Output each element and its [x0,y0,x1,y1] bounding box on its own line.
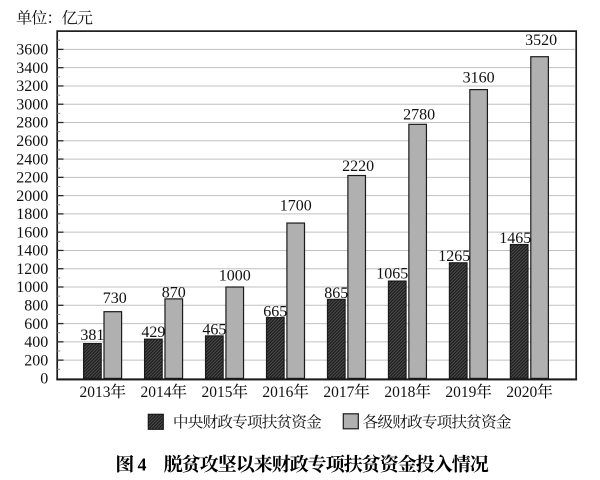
svg-text:2017: 2017 [323,384,354,401]
svg-text:2013: 2013 [80,384,111,401]
svg-text:665: 665 [263,303,287,320]
svg-text:1700: 1700 [280,198,312,215]
svg-text:2016: 2016 [262,384,293,401]
svg-text:2015: 2015 [201,384,232,401]
svg-text:3000: 3000 [16,96,48,113]
svg-text:2014: 2014 [140,384,171,401]
svg-text:2200: 2200 [16,170,48,187]
svg-text:2220: 2220 [342,158,374,175]
svg-text:730: 730 [103,290,127,307]
svg-text:3400: 3400 [16,60,48,77]
svg-text:429: 429 [141,324,165,341]
svg-text:2780: 2780 [403,106,435,123]
svg-text:1200: 1200 [16,261,48,278]
svg-text:400: 400 [24,334,48,351]
svg-text:865: 865 [324,285,348,302]
svg-text:3520: 3520 [525,32,557,49]
svg-text:1800: 1800 [16,206,48,223]
svg-text:800: 800 [24,297,48,314]
svg-text:200: 200 [24,352,48,369]
svg-text:1400: 1400 [16,243,48,260]
svg-text:2020: 2020 [506,384,537,401]
svg-text:1000: 1000 [16,279,48,296]
svg-text:2400: 2400 [16,151,48,168]
svg-text:465: 465 [202,322,226,339]
svg-text:600: 600 [24,316,48,333]
svg-text:3160: 3160 [463,70,495,87]
svg-text:381: 381 [80,327,104,344]
svg-text:1065: 1065 [376,266,408,283]
svg-text:1000: 1000 [219,268,251,285]
svg-text:2000: 2000 [16,188,48,205]
svg-text:2800: 2800 [16,115,48,132]
svg-text:3600: 3600 [16,42,48,59]
svg-text:2018: 2018 [384,384,415,401]
svg-text:2019: 2019 [445,384,476,401]
svg-text:0: 0 [40,371,48,388]
svg-text:1265: 1265 [438,248,470,265]
svg-text:2600: 2600 [16,133,48,150]
svg-text:870: 870 [162,285,186,302]
svg-text:1465: 1465 [499,230,531,247]
svg-text:3200: 3200 [16,78,48,95]
svg-text:1600: 1600 [16,224,48,241]
svg-text:4: 4 [138,454,147,474]
